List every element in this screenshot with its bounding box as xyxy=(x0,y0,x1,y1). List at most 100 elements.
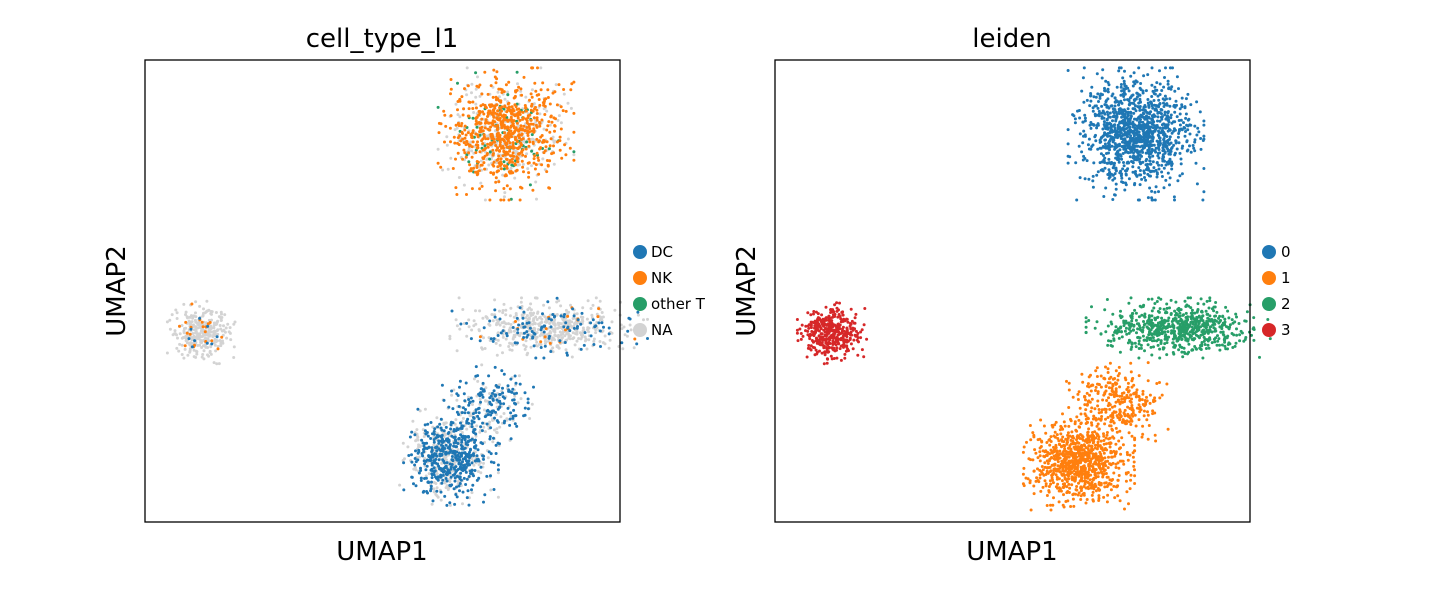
scatter-point xyxy=(1134,97,1137,101)
scatter-point xyxy=(1113,496,1117,500)
scatter-point xyxy=(545,159,549,162)
scatter-point xyxy=(476,379,480,383)
scatter-point xyxy=(460,122,464,125)
scatter-point xyxy=(562,325,566,329)
scatter-point xyxy=(466,114,470,118)
scatter-point xyxy=(547,317,551,321)
scatter-point xyxy=(497,180,501,184)
scatter-point xyxy=(1107,396,1110,400)
scatter-point xyxy=(1073,117,1077,121)
scatter-point xyxy=(492,137,496,141)
scatter-point xyxy=(417,443,421,447)
scatter-point xyxy=(1139,88,1143,92)
scatter-point xyxy=(1161,97,1165,101)
scatter-point xyxy=(1152,113,1156,117)
scatter-point xyxy=(458,385,461,389)
scatter-point xyxy=(603,334,607,338)
scatter-point xyxy=(1124,169,1128,173)
scatter-point xyxy=(535,118,539,122)
scatter-point xyxy=(548,144,552,148)
scatter-point xyxy=(232,345,236,349)
scatter-point xyxy=(429,421,433,424)
scatter-point xyxy=(1090,145,1094,148)
scatter-point xyxy=(515,155,519,159)
scatter-point xyxy=(500,126,504,130)
scatter-point xyxy=(488,435,492,439)
scatter-point xyxy=(1147,424,1151,427)
scatter-point xyxy=(1132,392,1136,396)
scatter-point xyxy=(542,303,546,307)
scatter-point xyxy=(427,445,431,449)
scatter-point xyxy=(192,348,196,352)
scatter-points xyxy=(795,66,1273,512)
scatter-point xyxy=(478,335,482,339)
scatter-point xyxy=(423,423,427,427)
scatter-point xyxy=(206,346,210,349)
scatter-point xyxy=(202,349,206,353)
scatter-point xyxy=(517,128,521,132)
scatter-point xyxy=(422,450,426,454)
scatter-point xyxy=(416,407,420,411)
scatter-point xyxy=(541,312,544,316)
scatter-point xyxy=(1103,156,1107,160)
scatter-point xyxy=(1152,99,1156,102)
scatter-point xyxy=(185,331,189,335)
scatter-point xyxy=(1123,127,1127,131)
scatter-point xyxy=(1150,150,1153,154)
scatter-point xyxy=(1099,418,1103,422)
scatter-point xyxy=(539,66,543,70)
scatter-point xyxy=(551,336,555,340)
scatter-point xyxy=(547,306,551,310)
scatter-point xyxy=(456,151,460,155)
scatter-point xyxy=(1162,186,1166,190)
scatter-point xyxy=(516,111,520,115)
scatter-point xyxy=(414,449,417,453)
scatter-point xyxy=(1158,136,1162,140)
scatter-point xyxy=(553,328,557,332)
scatter-point xyxy=(498,144,502,148)
scatter-point xyxy=(1081,76,1085,80)
scatter-point xyxy=(443,469,446,473)
scatter-point xyxy=(494,81,498,85)
scatter-point xyxy=(1134,155,1138,159)
scatter-point xyxy=(1100,462,1104,466)
scatter-point xyxy=(1110,389,1114,393)
scatter-point xyxy=(1096,147,1100,151)
scatter-point xyxy=(477,121,481,124)
scatter-point xyxy=(1127,103,1131,107)
scatter-point xyxy=(496,441,500,445)
scatter-point xyxy=(535,137,539,141)
scatter-point xyxy=(1061,412,1064,416)
scatter-point xyxy=(481,381,485,385)
scatter-point xyxy=(528,98,531,102)
scatter-point xyxy=(526,161,530,165)
scatter-point xyxy=(453,502,457,506)
scatter-point xyxy=(607,346,611,350)
scatter-point xyxy=(1108,407,1112,411)
scatter-point xyxy=(192,334,196,338)
scatter-point xyxy=(1118,121,1122,125)
scatter-point xyxy=(1106,493,1110,497)
scatter-point xyxy=(529,345,533,349)
scatter-point xyxy=(1091,185,1095,189)
scatter-point xyxy=(215,335,219,339)
scatter-point xyxy=(585,347,589,351)
scatter-point xyxy=(220,316,224,319)
scatter-point xyxy=(474,411,478,414)
scatter-point xyxy=(182,331,186,335)
scatter-point xyxy=(452,429,456,433)
scatter-point xyxy=(1168,135,1172,139)
scatter-point xyxy=(436,147,440,151)
scatter-point xyxy=(1083,403,1087,407)
scatter-point xyxy=(427,472,431,476)
scatter-point xyxy=(1147,105,1151,109)
scatter-point xyxy=(1066,69,1070,72)
scatter-point xyxy=(483,154,487,158)
scatter-point xyxy=(173,332,177,336)
scatter-point xyxy=(436,105,440,109)
scatter-point xyxy=(422,444,426,448)
scatter-point xyxy=(480,163,484,167)
scatter-point xyxy=(498,135,502,139)
scatter-point xyxy=(1114,182,1118,186)
scatter-point xyxy=(496,468,500,472)
